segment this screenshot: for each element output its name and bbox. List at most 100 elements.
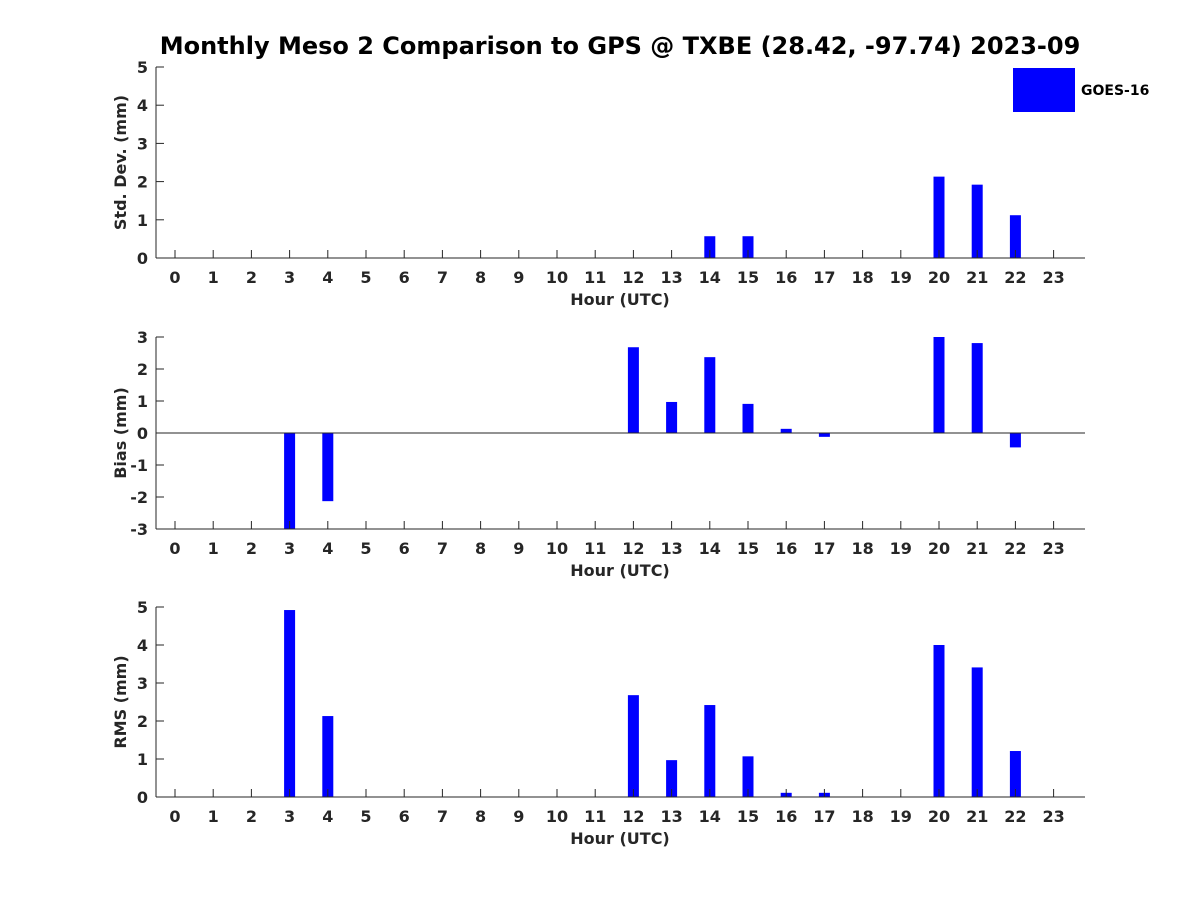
- y-axis-label: Bias (mm): [111, 387, 130, 479]
- x-tick-label: 21: [966, 807, 988, 826]
- x-tick-label: 12: [622, 539, 644, 558]
- x-tick-label: 22: [1004, 539, 1026, 558]
- x-tick-label: 7: [437, 807, 448, 826]
- x-tick-label: 7: [437, 268, 448, 287]
- x-tick-label: 22: [1004, 268, 1026, 287]
- x-tick-label: 18: [851, 807, 873, 826]
- x-tick-label: 1: [208, 807, 219, 826]
- x-tick-label: 8: [475, 807, 486, 826]
- y-tick-label: 0: [137, 249, 148, 268]
- x-tick-label: 14: [699, 268, 721, 287]
- bar-hour-21: [971, 184, 983, 258]
- x-tick-label: 16: [775, 539, 797, 558]
- x-tick-label: 15: [737, 807, 759, 826]
- y-tick-label: -1: [130, 456, 148, 475]
- y-tick-label: 3: [137, 134, 148, 153]
- bar-hour-17: [818, 433, 830, 437]
- x-tick-label: 10: [546, 539, 568, 558]
- x-tick-label: 10: [546, 807, 568, 826]
- bar-hour-4: [322, 716, 334, 797]
- y-tick-label: 4: [137, 636, 148, 655]
- y-tick-label: 5: [137, 598, 148, 617]
- x-tick-label: 14: [699, 539, 721, 558]
- x-tick-label: 9: [513, 807, 524, 826]
- y-tick-label: 1: [137, 392, 148, 411]
- x-tick-label: 15: [737, 539, 759, 558]
- x-tick-label: 17: [813, 539, 835, 558]
- x-tick-label: 17: [813, 268, 835, 287]
- x-tick-label: 19: [890, 539, 912, 558]
- x-tick-label: 20: [928, 539, 950, 558]
- x-tick-label: 4: [322, 539, 333, 558]
- x-tick-label: 11: [584, 807, 606, 826]
- y-tick-label: 2: [137, 173, 148, 192]
- bar-hour-20: [933, 337, 945, 433]
- y-tick-label: 2: [137, 360, 148, 379]
- x-tick-label: 11: [584, 268, 606, 287]
- x-tick-label: 0: [169, 539, 180, 558]
- x-tick-label: 20: [928, 268, 950, 287]
- x-tick-label: 19: [890, 268, 912, 287]
- bar-hour-21: [971, 667, 983, 797]
- x-tick-label: 2: [246, 268, 257, 287]
- x-tick-label: 0: [169, 807, 180, 826]
- y-axis-label: Std. Dev. (mm): [111, 95, 130, 230]
- x-tick-label: 15: [737, 268, 759, 287]
- x-tick-label: 6: [399, 807, 410, 826]
- bar-hour-4: [322, 433, 334, 502]
- bar-hour-22: [1009, 433, 1021, 448]
- x-tick-label: 2: [246, 807, 257, 826]
- x-tick-label: 1: [208, 268, 219, 287]
- x-tick-label: 23: [1042, 807, 1064, 826]
- bar-hour-12: [627, 347, 639, 433]
- x-tick-label: 17: [813, 807, 835, 826]
- x-tick-label: 8: [475, 268, 486, 287]
- bar-hour-22: [1009, 751, 1021, 797]
- bar-hour-13: [666, 760, 678, 797]
- bar-hour-20: [933, 645, 945, 797]
- bar-hour-21: [971, 343, 983, 433]
- x-tick-label: 8: [475, 539, 486, 558]
- x-tick-label: 5: [360, 539, 371, 558]
- y-tick-label: 2: [137, 712, 148, 731]
- y-tick-label: 0: [137, 788, 148, 807]
- x-tick-label: 4: [322, 268, 333, 287]
- legend-swatch: [1013, 68, 1075, 112]
- x-axis-label: Hour (UTC): [570, 290, 670, 309]
- x-tick-label: 9: [513, 539, 524, 558]
- x-tick-label: 16: [775, 268, 797, 287]
- x-tick-label: 1: [208, 539, 219, 558]
- x-tick-label: 6: [399, 539, 410, 558]
- bar-hour-14: [704, 236, 716, 258]
- x-tick-label: 9: [513, 268, 524, 287]
- x-tick-label: 16: [775, 807, 797, 826]
- x-tick-label: 14: [699, 807, 721, 826]
- bar-hour-12: [627, 695, 639, 797]
- x-tick-label: 5: [360, 268, 371, 287]
- x-tick-label: 6: [399, 268, 410, 287]
- y-tick-label: -2: [130, 488, 148, 507]
- x-axis-label: Hour (UTC): [570, 829, 670, 848]
- x-tick-label: 21: [966, 268, 988, 287]
- y-axis-label: RMS (mm): [111, 655, 130, 748]
- x-tick-label: 3: [284, 807, 295, 826]
- x-tick-label: 2: [246, 539, 257, 558]
- x-tick-label: 13: [660, 807, 682, 826]
- x-tick-label: 22: [1004, 807, 1026, 826]
- x-tick-label: 23: [1042, 268, 1064, 287]
- x-tick-label: 13: [660, 539, 682, 558]
- x-tick-label: 18: [851, 539, 873, 558]
- bar-hour-15: [742, 403, 754, 433]
- x-tick-label: 10: [546, 268, 568, 287]
- bar-hour-22: [1009, 215, 1021, 258]
- y-tick-label: 0: [137, 424, 148, 443]
- bar-hour-20: [933, 176, 945, 258]
- bar-hour-15: [742, 236, 754, 258]
- y-tick-label: 1: [137, 211, 148, 230]
- y-tick-label: 3: [137, 674, 148, 693]
- x-tick-label: 4: [322, 807, 333, 826]
